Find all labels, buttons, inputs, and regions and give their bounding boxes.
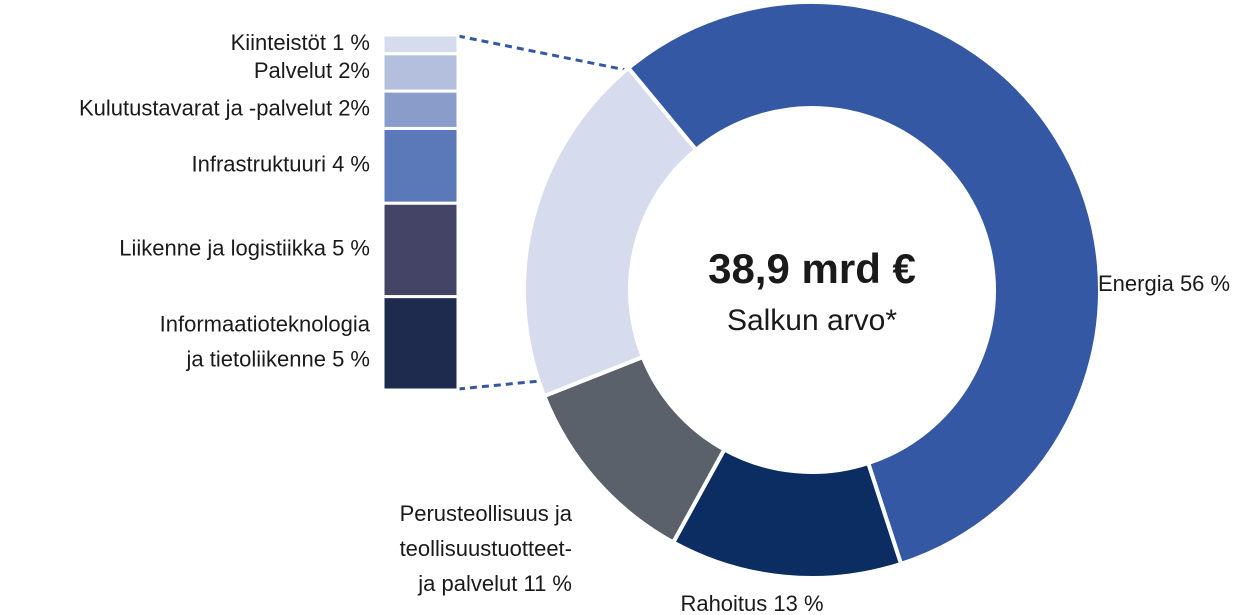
breakdown-segment	[381, 295, 460, 392]
connector	[457, 34, 637, 74]
breakdown-label: ja tietoliikenne 5 %	[186, 347, 370, 372]
segment-label: ja palvelut 11 %	[417, 571, 572, 596]
donut-segment	[625, 0, 1102, 567]
breakdown-segment	[381, 33, 460, 56]
breakdown-segment	[381, 52, 460, 93]
breakdown-label: Informaatioteknologia	[160, 312, 371, 337]
segment-label: teollisuustuotteet-	[400, 536, 572, 561]
connector	[457, 379, 541, 391]
breakdown-label: Liikenne ja logistiikka 5 %	[119, 236, 370, 261]
breakdown-segment	[381, 126, 460, 205]
breakdown-segment	[381, 201, 460, 299]
segment-label: Rahoitus 13 %	[680, 591, 823, 615]
donut-segment	[522, 65, 699, 399]
segment-label: Energia 56 %	[1098, 271, 1230, 296]
breakdown-label: Kiinteistöt 1 %	[231, 30, 370, 55]
center-value: 38,9 mrd €	[708, 245, 916, 292]
breakdown-segment	[381, 89, 460, 130]
breakdown-label: Kulutustavarat ja -palvelut 2%	[79, 96, 370, 121]
breakdown-label: Infrastruktuuri 4 %	[191, 152, 370, 177]
breakdown-label: Palvelut 2%	[254, 58, 370, 83]
segment-label: Perusteollisuus ja	[400, 501, 573, 526]
center-label: Salkun arvo*	[727, 304, 897, 337]
